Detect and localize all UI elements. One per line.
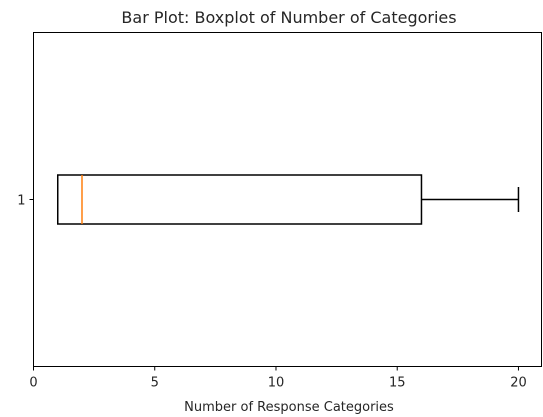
box-group — [56, 174, 520, 225]
y-axis-ticks: 1 — [17, 194, 34, 209]
x-tick-label: 15 — [389, 376, 406, 391]
x-axis-ticks: 0 5 10 15 20 — [29, 366, 527, 391]
x-tick-label: 20 — [510, 376, 527, 391]
x-tick-label: 0 — [29, 376, 37, 391]
y-tick-label: 1 — [17, 194, 25, 209]
x-axis-label: Number of Response Categories — [184, 400, 394, 415]
chart-title: Bar Plot: Boxplot of Number of Categorie… — [121, 8, 456, 27]
x-tick-label: 10 — [268, 376, 285, 391]
x-tick-label: 5 — [151, 376, 159, 391]
interquartile-box — [56, 174, 423, 225]
